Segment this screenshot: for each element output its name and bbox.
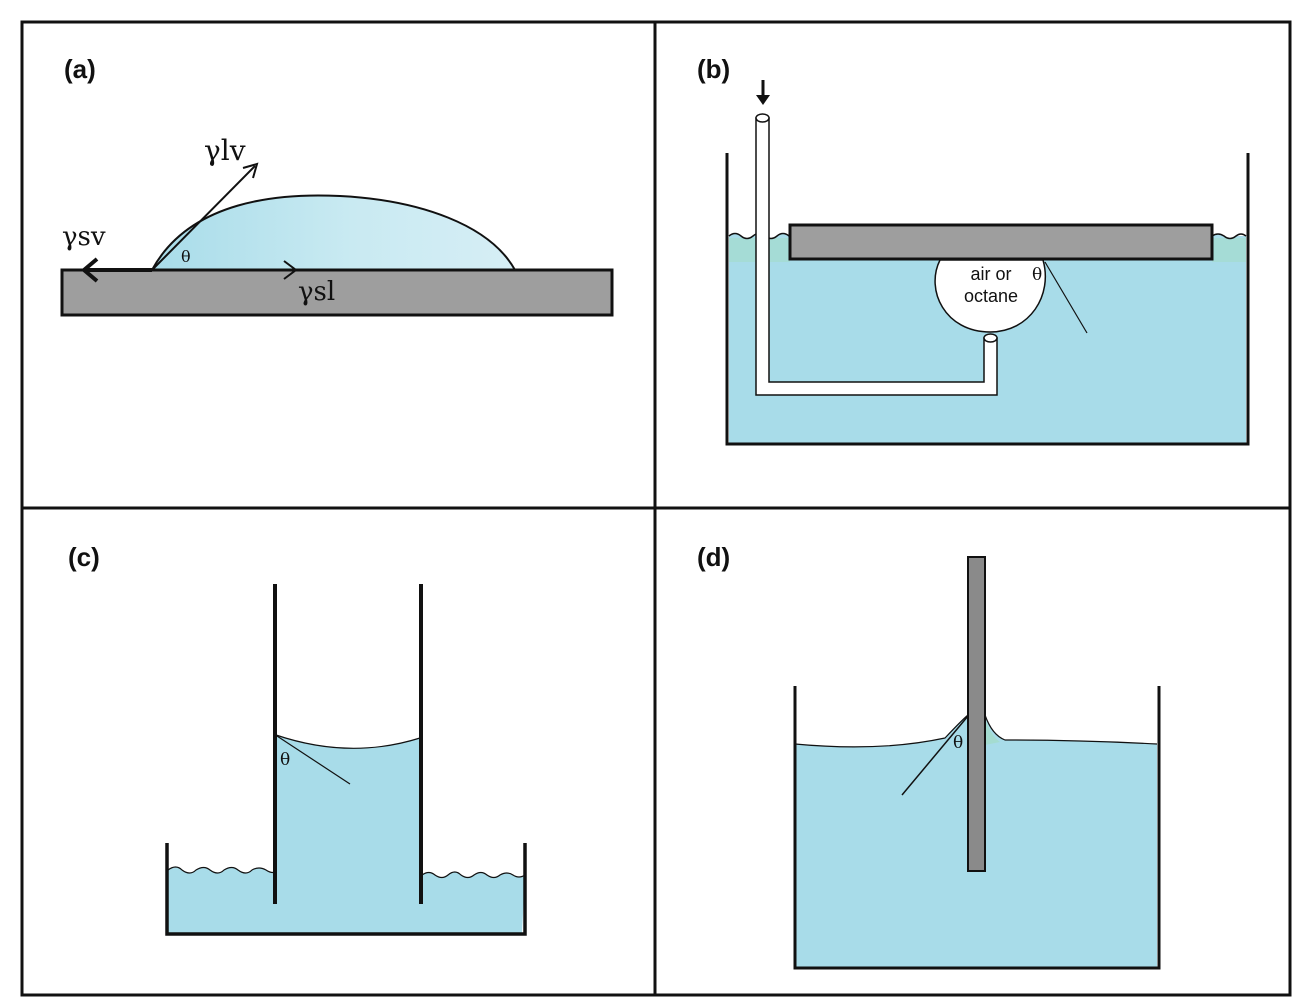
tangent-line-b xyxy=(1044,261,1088,334)
tangent-line-d xyxy=(901,715,969,796)
panel-a-label: (a) xyxy=(64,54,96,84)
theta-label-c: θ xyxy=(280,750,290,770)
capillary-water xyxy=(276,735,420,905)
down-arrow-icon xyxy=(756,80,770,105)
bath-water-right xyxy=(422,872,525,933)
panel-c: (c) θ xyxy=(68,542,527,936)
theta-label-a: θ xyxy=(181,247,191,266)
figure-frame xyxy=(20,20,1292,997)
tangent-line-c xyxy=(276,735,351,785)
tank-b xyxy=(725,153,1250,446)
bath-water-left xyxy=(168,867,293,933)
gamma-sv-label: γsv xyxy=(62,222,106,252)
panel-b: (b) air or octane θ xyxy=(697,54,1250,446)
panel-d-label: (d) xyxy=(697,542,730,572)
gamma-lv-label: γlv xyxy=(204,134,246,167)
gamma-sl-arrowhead xyxy=(283,260,298,280)
droplet xyxy=(150,194,517,271)
bath-c xyxy=(165,843,527,936)
gamma-lv-vector xyxy=(151,165,256,271)
bubble-label-line1: air or xyxy=(970,264,1011,284)
gamma-sl-label: γsl xyxy=(298,277,335,307)
panel-c-label: (c) xyxy=(68,542,100,572)
panel-b-label: (b) xyxy=(697,54,730,84)
theta-label-b: θ xyxy=(1032,265,1042,285)
gamma-sv-arrowhead xyxy=(80,257,99,283)
bubble xyxy=(934,259,1047,333)
bubble-label-line2: octane xyxy=(964,286,1018,306)
theta-label-d: θ xyxy=(953,733,963,753)
tank-d xyxy=(793,686,1161,970)
substrate xyxy=(60,268,614,317)
panel-d: (d) θ xyxy=(697,542,1161,970)
gamma-lv-arrowhead xyxy=(242,162,259,179)
floating-plate xyxy=(788,223,1214,261)
wilhelmy-plate xyxy=(967,556,986,872)
panel-a: (a) γlv γsv γsl θ xyxy=(60,54,614,317)
